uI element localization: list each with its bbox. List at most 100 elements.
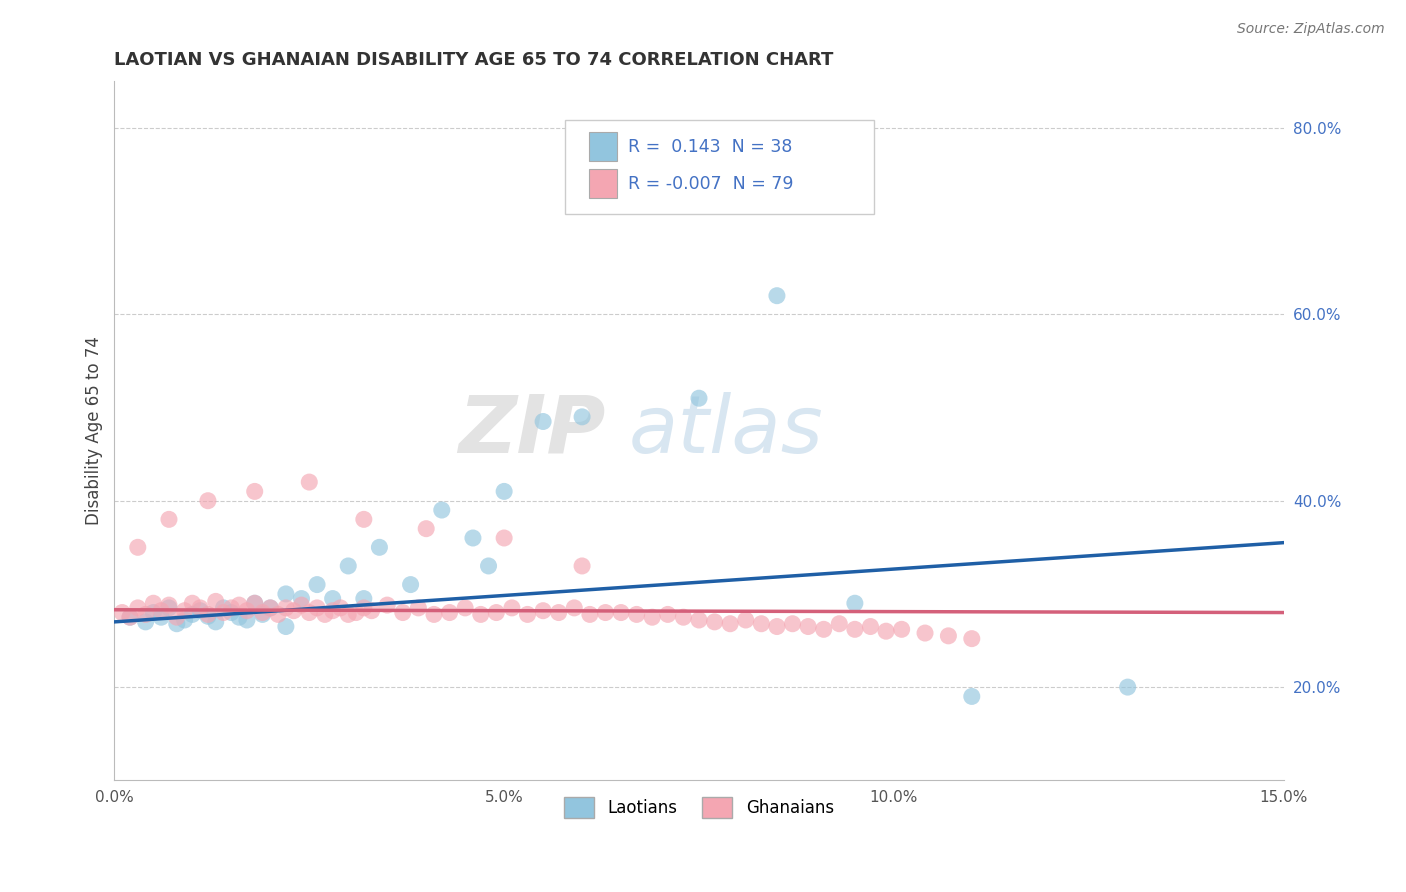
Point [157,512,180,526]
Point [531,604,554,618]
Point [797,619,820,633]
Point [204,594,226,608]
Point [118,610,141,624]
Point [461,531,484,545]
Point [197,607,219,622]
Text: ZIP: ZIP [458,392,606,470]
Point [236,604,259,618]
Point [477,558,499,573]
Point [641,610,664,624]
Point [960,690,983,704]
Point [236,613,259,627]
Text: R = -0.007  N = 79: R = -0.007 N = 79 [627,175,793,193]
Point [173,604,195,618]
Point [259,600,281,615]
Point [766,619,789,633]
Point [157,598,180,612]
Point [485,606,508,620]
Point [118,610,141,624]
Point [243,596,266,610]
Point [274,587,297,601]
Point [562,600,585,615]
Point [212,600,235,615]
Point [228,610,250,624]
Point [494,484,516,499]
Point [157,600,180,615]
Point [360,604,382,618]
Point [875,624,897,639]
Point [766,288,789,302]
Point [516,607,538,622]
Point [415,522,437,536]
Point [337,607,360,622]
Point [150,610,173,624]
Point [595,606,617,620]
Point [252,606,274,620]
Point [166,610,188,624]
Point [610,606,633,620]
Point [337,558,360,573]
FancyBboxPatch shape [589,132,617,161]
Point [135,607,157,622]
Point [353,600,375,615]
Point [657,607,679,622]
Point [703,615,725,629]
Point [142,596,165,610]
Point [672,610,695,624]
FancyBboxPatch shape [589,169,617,198]
Point [439,606,461,620]
Point [197,493,219,508]
Point [688,613,710,627]
FancyBboxPatch shape [565,120,875,214]
Point [375,598,398,612]
Point [322,604,344,618]
Point [1116,680,1139,694]
Point [283,604,305,618]
Point [267,607,290,622]
Point [274,619,297,633]
Point [391,606,413,620]
Point [423,607,446,622]
Point [243,596,266,610]
Point [274,600,297,615]
Point [844,596,866,610]
Text: R =  0.143  N = 38: R = 0.143 N = 38 [627,137,792,155]
Point [353,591,375,606]
Point [626,607,648,622]
Point [127,600,149,615]
Point [173,613,195,627]
Text: Source: ZipAtlas.com: Source: ZipAtlas.com [1237,22,1385,37]
Point [181,596,204,610]
Point [501,600,523,615]
Point [579,607,602,622]
Point [430,503,453,517]
Point [828,616,851,631]
Point [914,626,936,640]
Point [494,531,516,545]
Point [166,616,188,631]
Point [307,577,329,591]
Point [298,606,321,620]
Point [688,391,710,405]
Point [322,591,344,606]
Point [734,613,756,627]
Point [197,609,219,624]
Point [813,623,835,637]
Point [749,616,772,631]
Point [243,484,266,499]
Point [181,607,204,622]
Point [470,607,492,622]
Point [127,541,149,555]
Point [290,598,312,612]
Point [307,600,329,615]
Point [571,558,593,573]
Point [890,623,912,637]
Point [259,600,281,615]
Point [150,604,173,618]
Point [938,629,960,643]
Point [408,600,430,615]
Y-axis label: Disability Age 65 to 74: Disability Age 65 to 74 [86,336,103,525]
Text: atlas: atlas [628,392,824,470]
Point [399,577,422,591]
Point [298,475,321,489]
